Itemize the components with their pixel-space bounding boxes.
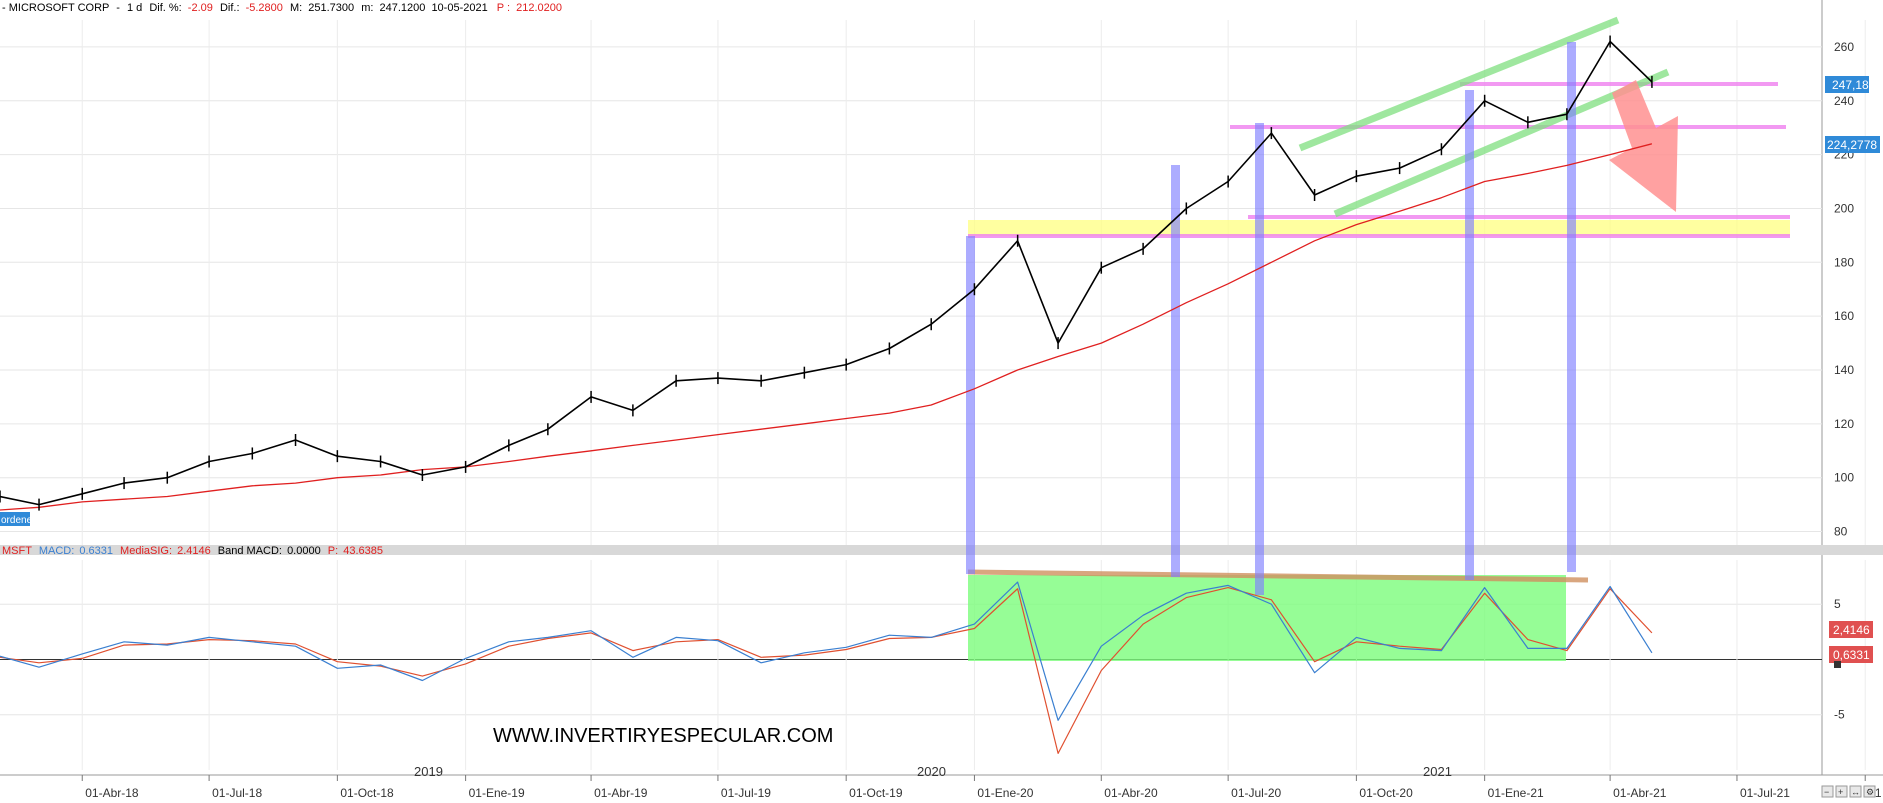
macd-tag <box>1829 646 1873 663</box>
price-series <box>0 35 1653 511</box>
macd-header-p-value: 43.6385 <box>343 545 383 557</box>
macd-header-signal-label: MediaSIG: <box>120 545 172 557</box>
pane-splitter[interactable] <box>0 545 1883 555</box>
macd-tick-label: -5 <box>1834 708 1845 722</box>
settings-button[interactable] <box>1863 785 1876 798</box>
price-tick-label: 240 <box>1834 94 1854 108</box>
macd-header-symbol: MSFT <box>2 545 32 557</box>
x-tick-label: 01-Oct-19 <box>849 786 903 800</box>
x-tick-label: 01-Ene-20 <box>977 786 1033 800</box>
pan-icon: ↔ <box>1851 787 1860 797</box>
header-dash-2: - <box>116 2 120 14</box>
header-p-label: P : <box>497 2 510 14</box>
price-tag-last-text: 247,18 <box>1832 78 1869 92</box>
header-pct-label: Dif. %: <box>149 2 181 14</box>
price-tick-label: 160 <box>1834 309 1854 323</box>
macd-tag-text: 0,6331 <box>1833 648 1870 662</box>
header-date: 10-05-2021 <box>431 2 487 14</box>
price-tag-last <box>1825 76 1869 93</box>
axis-controls: − + ↔ ⚙ <box>1821 785 1876 798</box>
price-tick-label: 120 <box>1834 417 1854 431</box>
right-axis-area <box>1822 0 1883 803</box>
price-header: - MICROSOFT CORP - 1 d Dif. %: -2.09 Dif… <box>2 2 562 14</box>
x-tick-label: 01-Ene-19 <box>469 786 525 800</box>
price-line <box>0 40 1653 506</box>
moving-average-line <box>0 143 1653 511</box>
x-tick-label: 01-Abr-21 <box>1613 786 1667 800</box>
header-min-label: m: <box>361 2 373 14</box>
zoom-in-icon: + <box>1838 787 1843 797</box>
price-tick-label: 100 <box>1834 471 1854 485</box>
header-period: 1 d <box>127 2 142 14</box>
macd-zone <box>968 575 1566 661</box>
header-dif-value: -5.2800 <box>246 2 283 14</box>
watermark: WWW.INVERTIRYESPECULAR.COM <box>493 725 833 747</box>
signal-tag <box>1829 621 1873 638</box>
zoom-out-icon: − <box>1824 787 1829 797</box>
orders-tag[interactable] <box>0 512 30 526</box>
vertical-marker-3 <box>1255 123 1264 595</box>
vertical-marker-4 <box>1465 90 1474 580</box>
vertical-marker-5 <box>1567 42 1576 572</box>
channel-lower <box>1333 68 1670 218</box>
year-label-2019: 2019 <box>414 764 443 779</box>
x-tick-label: 01-Abr-20 <box>1104 786 1158 800</box>
orders-label[interactable]: ordenes <box>1 515 37 526</box>
macd-header-band-value: 0.0000 <box>287 545 321 557</box>
header-p-value: 212.0200 <box>516 2 562 14</box>
macd-grid <box>0 560 1866 770</box>
header-max-label: M: <box>290 2 302 14</box>
vertical-markers <box>966 42 1576 595</box>
price-tick-label: 80 <box>1834 525 1848 539</box>
price-tick-label: 140 <box>1834 363 1854 377</box>
header-pct-value: -2.09 <box>188 2 213 14</box>
macd-series <box>0 581 1653 755</box>
macd-divergence-line <box>967 569 1589 583</box>
macd-header-macd-label: MACD: <box>39 545 74 557</box>
price-pane <box>0 0 1822 545</box>
macd-tag-marker-icon <box>1834 661 1841 668</box>
x-tick-label: 01-Jul-20 <box>1231 786 1281 800</box>
macd-header-p-label: P: <box>328 545 338 557</box>
macd-header-macd-value: 0.6331 <box>79 545 113 557</box>
signal-tag-text: 2,4146 <box>1833 623 1870 637</box>
support-zone <box>968 220 1790 236</box>
zoom-in-button[interactable] <box>1835 785 1848 798</box>
price-grid <box>0 20 1866 545</box>
pan-button[interactable] <box>1849 785 1862 798</box>
x-tick-label: 01-Oct-18 <box>340 786 394 800</box>
x-tick-label: 01-Jul-19 <box>721 786 771 800</box>
x-tick-label: 01-Abr-19 <box>594 786 648 800</box>
price-tag-ma-text: 224,2778 <box>1827 138 1877 152</box>
price-tick-label: 260 <box>1834 40 1854 54</box>
gear-icon: ⚙ <box>1866 787 1874 797</box>
axis-ticks: 801001201401601802002202402605-501-Abr-1… <box>81 40 1882 800</box>
year-label-2020: 2020 <box>917 764 946 779</box>
macd-line <box>0 581 1653 721</box>
price-tick-label: 200 <box>1834 201 1854 215</box>
macd-signal-line <box>0 586 1653 755</box>
macd-header-signal-value: 2.4146 <box>177 545 211 557</box>
x-tick-label: 01-Jul-18 <box>212 786 262 800</box>
x-tick-label: 01-Abr-18 <box>85 786 139 800</box>
vertical-marker-1 <box>966 236 975 574</box>
header-title: MICROSOFT CORP <box>9 2 109 14</box>
year-label-2021: 2021 <box>1423 764 1452 779</box>
macd-tick-label: 5 <box>1834 597 1841 611</box>
header-dash: - <box>2 2 9 14</box>
x-tick-label: 01-Jul-21 <box>1740 786 1790 800</box>
vertical-marker-2 <box>1171 165 1180 577</box>
header-min-value: 247.1200 <box>379 2 425 14</box>
header-max-value: 251.7300 <box>308 2 354 14</box>
header-dif-label: Dif.: <box>220 2 240 14</box>
price-tick-label: 180 <box>1834 255 1854 269</box>
x-tick-label: 01-Oct-20 <box>1359 786 1413 800</box>
zoom-out-button[interactable] <box>1821 785 1834 798</box>
macd-header-band-label: Band MACD: <box>218 545 282 557</box>
price-tag-ma <box>1825 136 1880 153</box>
macd-header: MSFT MACD: 0.6331 MediaSIG: 2.4146 Band … <box>2 545 383 557</box>
x-tick-label: 01-Ene-21 <box>1488 786 1544 800</box>
channel-upper <box>1298 16 1620 152</box>
